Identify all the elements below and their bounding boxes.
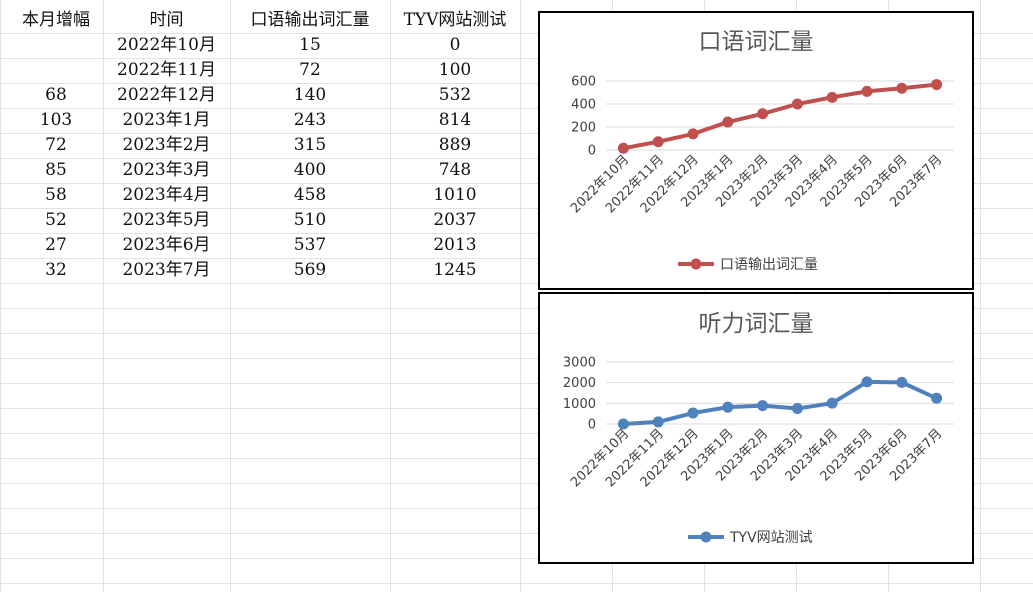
data-point[interactable] bbox=[757, 108, 769, 120]
table-cell[interactable]: 2023年2月 bbox=[122, 135, 211, 155]
y-tick-label: 400 bbox=[571, 98, 596, 113]
table-cell[interactable]: 32 bbox=[45, 260, 67, 280]
legend-marker bbox=[690, 258, 702, 270]
table-cell[interactable]: 2022年11月 bbox=[117, 60, 216, 80]
table-cell[interactable]: 103 bbox=[39, 110, 73, 130]
table-cell[interactable]: 315 bbox=[293, 135, 327, 155]
data-point[interactable] bbox=[652, 136, 664, 148]
y-tick-label: 0 bbox=[588, 144, 596, 159]
oral-vocab-chart[interactable]: 口语词汇量 0 200 400 600 2022年10月 2022年11月 2022年12月 2… bbox=[538, 11, 974, 290]
data-point[interactable] bbox=[757, 400, 769, 412]
table-cell[interactable]: 68 bbox=[45, 85, 67, 105]
table-cell[interactable]: 0 bbox=[449, 35, 461, 55]
table-cell[interactable]: 100 bbox=[438, 60, 472, 80]
header-cell[interactable]: 时间 bbox=[149, 10, 184, 30]
table-cell[interactable] bbox=[0, 58, 112, 83]
table-cell[interactable]: 537 bbox=[293, 235, 327, 255]
header-cell[interactable]: TYV网站测试 bbox=[403, 10, 507, 30]
data-point[interactable] bbox=[861, 376, 873, 388]
table-cell[interactable]: 58 bbox=[45, 185, 67, 205]
table-cell[interactable]: 569 bbox=[293, 260, 327, 280]
y-tick-label: 200 bbox=[571, 121, 596, 136]
table-cell[interactable]: 140 bbox=[293, 85, 327, 105]
table-cell[interactable]: 72 bbox=[45, 135, 67, 155]
data-point[interactable] bbox=[896, 376, 908, 388]
y-tick-label: 0 bbox=[588, 418, 596, 433]
data-point[interactable] bbox=[826, 91, 838, 103]
table-cell[interactable]: 814 bbox=[438, 110, 472, 130]
legend-label: 口语输出词汇量 bbox=[720, 257, 818, 273]
table-cell[interactable]: 2023年3月 bbox=[122, 160, 211, 180]
table-cell[interactable]: 1245 bbox=[433, 260, 477, 280]
table-cell[interactable]: 27 bbox=[45, 235, 67, 255]
table-cell[interactable]: 510 bbox=[293, 210, 327, 230]
table-cell[interactable]: 889 bbox=[438, 135, 472, 155]
y-tick-label: 3000 bbox=[563, 356, 596, 371]
legend-marker bbox=[700, 531, 712, 543]
table-cell[interactable]: 2022年12月 bbox=[117, 85, 216, 105]
table-cell[interactable]: 2013 bbox=[433, 235, 477, 255]
chart-title: 口语词汇量 bbox=[699, 29, 814, 55]
data-point[interactable] bbox=[617, 142, 629, 154]
table-cell[interactable]: 2023年4月 bbox=[122, 185, 211, 205]
data-point[interactable] bbox=[861, 85, 873, 97]
data-point[interactable] bbox=[896, 82, 908, 94]
table-cell[interactable]: 52 bbox=[45, 210, 67, 230]
data-point[interactable] bbox=[722, 116, 734, 128]
data-point[interactable] bbox=[931, 392, 943, 404]
data-point[interactable] bbox=[687, 407, 699, 419]
series-line[interactable] bbox=[623, 379, 938, 426]
table-cell[interactable]: 15 bbox=[299, 35, 321, 55]
table-cell[interactable]: 1010 bbox=[433, 185, 477, 205]
data-point[interactable] bbox=[826, 397, 838, 409]
y-tick-label: 600 bbox=[571, 75, 596, 90]
series-line[interactable] bbox=[623, 82, 937, 151]
header-cell[interactable]: 本月增幅 bbox=[22, 10, 90, 30]
header-cell[interactable]: 口语输出词汇量 bbox=[250, 10, 370, 30]
table-cell[interactable]: 85 bbox=[45, 160, 67, 180]
y-tick-label: 2000 bbox=[563, 376, 596, 391]
data-point[interactable] bbox=[791, 403, 803, 415]
table-cell[interactable]: 2023年6月 bbox=[122, 235, 211, 255]
table-cell[interactable]: 2023年1月 bbox=[122, 110, 211, 130]
data-point[interactable] bbox=[791, 98, 803, 110]
table-cell[interactable]: 2022年10月 bbox=[117, 35, 216, 55]
listening-vocab-chart[interactable]: 听力词汇量 0 1000 2000 3000 2022年10月 2022年11月 2022年1… bbox=[538, 292, 974, 564]
legend-label: TYV网站测试 bbox=[729, 530, 813, 546]
oral-vocab-chart-svg: 口语词汇量02004006002022年10月2022年11月2022年12月2… bbox=[568, 29, 954, 273]
y-tick-label: 1000 bbox=[563, 397, 596, 412]
data-point[interactable] bbox=[722, 401, 734, 413]
listening-vocab-chart-svg: 听力词汇量01000200030002022年10月2022年11月2022年1… bbox=[563, 311, 954, 546]
table-cell[interactable]: 2037 bbox=[433, 210, 477, 230]
data-point[interactable] bbox=[687, 128, 699, 140]
table-cell[interactable]: 532 bbox=[438, 85, 472, 105]
data-point[interactable] bbox=[931, 79, 943, 91]
table-cell[interactable]: 2023年5月 bbox=[122, 210, 211, 230]
table-cell[interactable]: 2023年7月 bbox=[122, 260, 211, 280]
table-cell[interactable]: 400 bbox=[293, 160, 327, 180]
table-cell[interactable]: 72 bbox=[299, 60, 321, 80]
data-point[interactable] bbox=[617, 418, 629, 430]
chart-title: 听力词汇量 bbox=[699, 311, 814, 337]
table-cell[interactable] bbox=[0, 33, 112, 58]
table-cell[interactable]: 458 bbox=[293, 185, 327, 205]
data-point[interactable] bbox=[652, 416, 664, 428]
table-cell[interactable]: 748 bbox=[438, 160, 472, 180]
table-cell[interactable]: 243 bbox=[293, 110, 327, 130]
